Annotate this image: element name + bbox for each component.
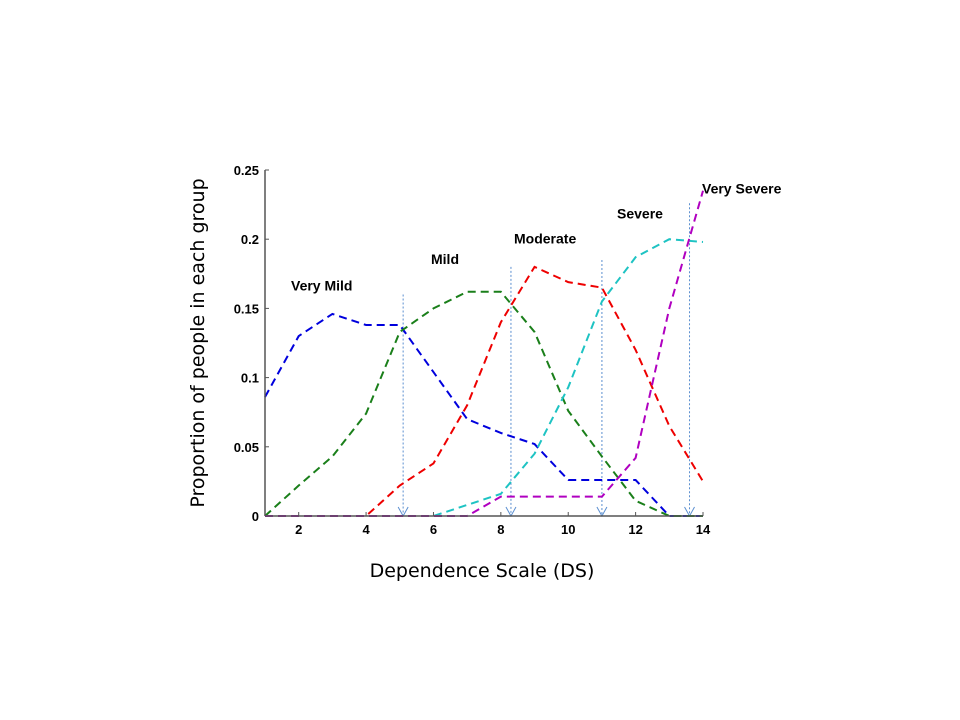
annotation-label: Very Severe: [702, 181, 782, 197]
annotation-label: Severe: [617, 205, 663, 221]
series-lines: [264, 190, 704, 517]
x-tick-label: 14: [696, 522, 711, 537]
y-tick-label: 0: [252, 509, 259, 524]
x-tick-label: 2: [295, 522, 302, 537]
x-tick-label: 4: [362, 522, 370, 537]
threshold-arrows: [397, 203, 695, 518]
x-tick-label: 8: [497, 522, 504, 537]
x-tick-label: 12: [628, 522, 642, 537]
series-line-very-severe: [265, 190, 704, 517]
x-tick-label: 6: [430, 522, 437, 537]
x-axis-label: Dependence Scale (DS): [370, 560, 595, 582]
annotation-label: Very Mild: [291, 277, 352, 293]
series-line-very-mild: [264, 312, 703, 517]
annotation-label: Moderate: [514, 230, 576, 246]
annotation-label: Mild: [431, 251, 459, 267]
annotations: Very Mild Mild Moderate Severe Very Severe: [291, 181, 782, 294]
y-tick-label: 0.2: [241, 232, 259, 247]
y-tick-label: 0.25: [234, 163, 259, 178]
series-line-moderate: [265, 265, 704, 517]
y-tick-label: 0.05: [234, 440, 259, 455]
y-tick-label: 0.1: [241, 371, 259, 386]
series-line-mild: [264, 290, 703, 517]
y-tick-label: 0.15: [234, 301, 259, 316]
x-tick-label: 10: [561, 522, 575, 537]
ticks: 2 4 6 8 10 12 14 0 0.05 0.1 0.15 0.2 0.25: [234, 163, 711, 537]
y-axis-label: Proportion of people in each group: [187, 178, 209, 507]
